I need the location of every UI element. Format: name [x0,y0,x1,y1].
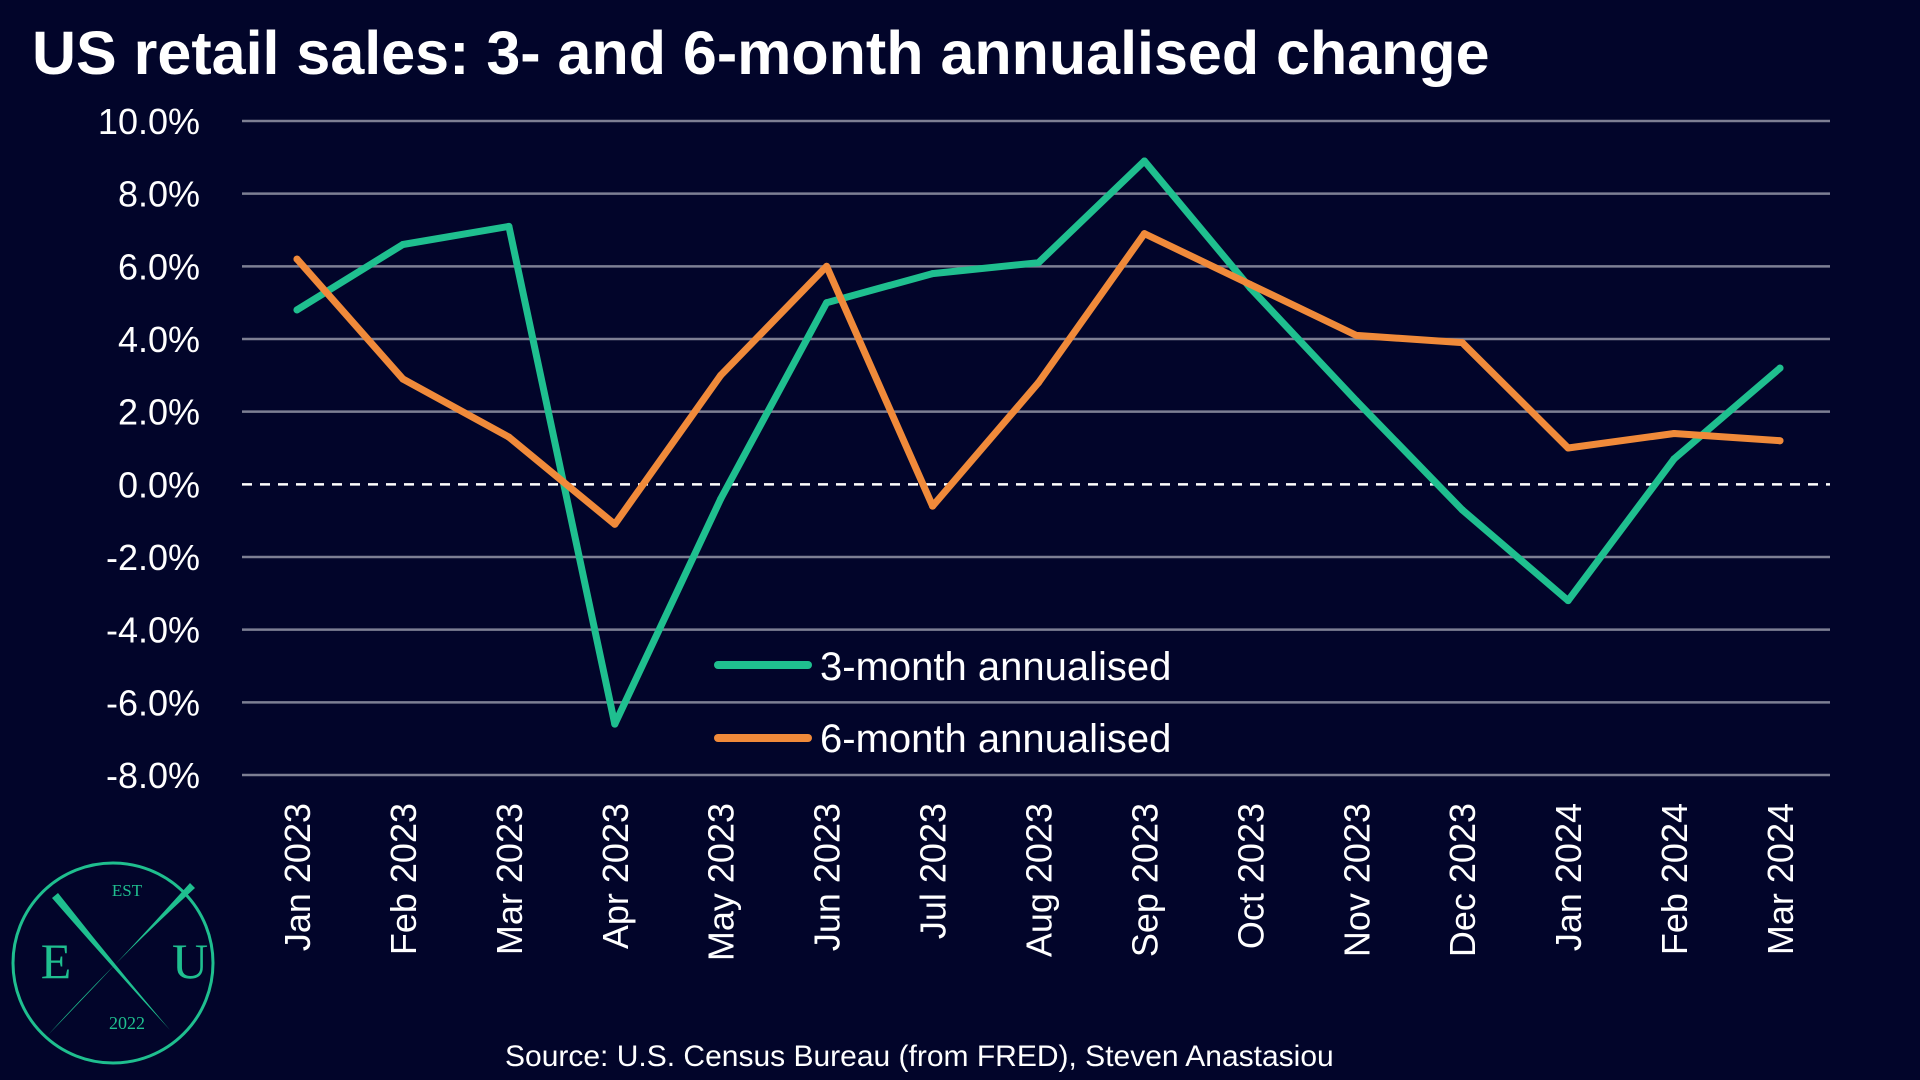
legend: 3-month annualised 6-month annualised [714,645,1171,761]
x-tick-label: Jun 2023 [807,803,848,951]
y-tick-label: -2.0% [106,537,200,578]
x-tick-label: Mar 2024 [1760,803,1801,955]
point-6-month [717,371,725,379]
point-6-month [1458,339,1466,347]
logo-cross-stroke-b [48,883,195,1035]
logo-letter-e: E [41,933,72,989]
logo-year-text: 2022 [109,1013,145,1033]
x-tick-label: Feb 2023 [383,803,424,955]
point-6-month [1352,331,1360,339]
y-tick-label: -6.0% [106,682,200,723]
y-tick-label: 6.0% [118,246,200,287]
x-tick-label: Aug 2023 [1019,803,1060,957]
point-6-month [1670,429,1678,437]
x-axis-tick-labels: Jan 2023 Feb 2023 Mar 2023 Apr 2023 May 2023… [277,803,1801,961]
source-note: Source: U.S. Census Bureau (from FRED), … [505,1040,1334,1073]
x-tick-label: May 2023 [701,803,742,961]
point-3-month [293,306,301,314]
point-3-month [1035,259,1042,267]
x-tick-label: Jan 2024 [1548,803,1589,951]
x-tick-label: Jan 2023 [277,803,318,951]
point-3-month [1352,397,1360,405]
point-3-month [929,270,937,278]
y-tick-label: 8.0% [118,174,200,215]
point-6-month [1564,444,1572,452]
y-tick-label: -4.0% [106,610,200,651]
point-3-month [717,495,725,503]
point-6-month [823,262,831,270]
y-tick-label: 2.0% [118,392,200,433]
point-3-month [1670,455,1678,463]
y-tick-label: 10.0% [98,101,200,142]
x-tick-label: Apr 2023 [595,803,636,949]
point-6-month [1246,281,1254,288]
eu-logo: EST E U 2022 [11,861,215,1065]
point-3-month [1776,364,1784,372]
y-tick-label: 0.0% [118,464,200,505]
point-6-month [399,375,407,383]
point-6-month [1776,437,1784,445]
point-6-month [293,255,301,263]
series-lines [293,157,1784,728]
point-6-month [1140,230,1148,238]
y-tick-label: 4.0% [118,319,200,360]
logo-ring [11,861,215,1065]
logo-est-text: EST [112,881,143,900]
logo-cross-stroke-a [52,893,170,1030]
point-6-month [505,433,513,441]
point-3-month [505,222,513,230]
point-3-month [1458,506,1466,514]
x-tick-label: Jul 2023 [913,803,954,939]
point-3-month [823,299,831,307]
y-tick-label: -8.0% [106,755,200,796]
legend-label-6-month: 6-month annualised [820,717,1171,761]
point-6-month [929,502,937,510]
x-tick-label: Mar 2023 [489,803,530,955]
x-tick-label: Dec 2023 [1442,803,1483,957]
logo-letter-u: U [172,933,208,989]
x-tick-label: Oct 2023 [1230,803,1271,949]
point-6-month [611,520,619,528]
point-6-month [1035,379,1042,387]
chart-title: US retail sales: 3- and 6-month annualis… [32,19,1490,87]
point-3-month [1140,157,1148,165]
point-3-month [399,241,407,249]
x-tick-label: Sep 2023 [1124,803,1165,957]
x-tick-label: Nov 2023 [1336,803,1377,957]
legend-label-3-month: 3-month annualised [820,645,1171,689]
point-3-month [611,720,619,728]
point-3-month [1564,597,1572,605]
x-tick-label: Feb 2024 [1654,803,1695,955]
y-axis-tick-labels: 10.0% 8.0% 6.0% 4.0% 2.0% 0.0% -2.0% -4.0% -6.0%… [98,101,200,796]
